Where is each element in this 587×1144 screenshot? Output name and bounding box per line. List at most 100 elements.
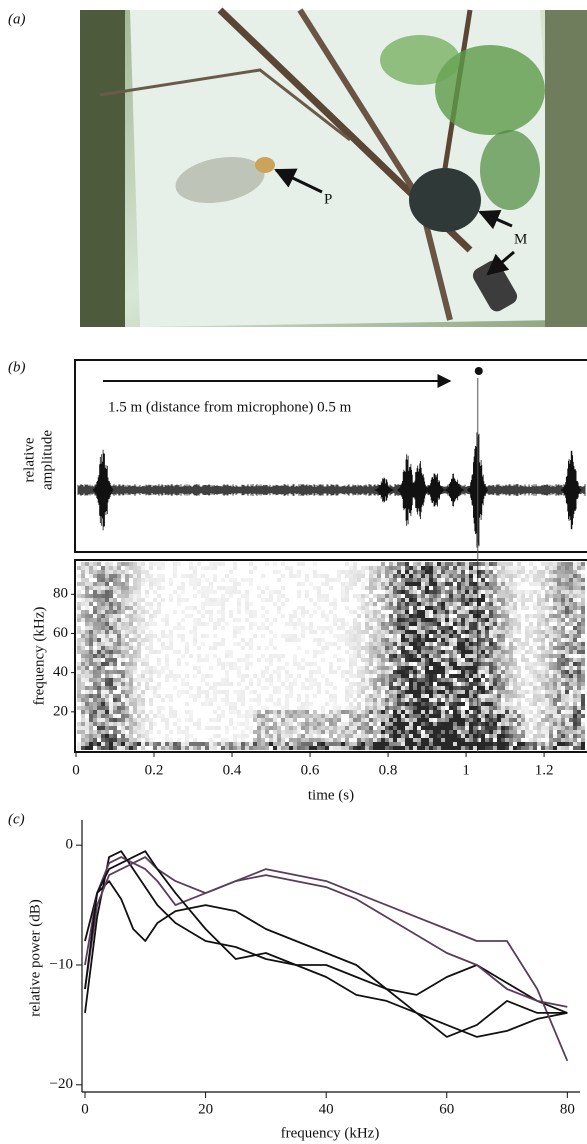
spectrogram-cell bbox=[281, 710, 285, 714]
spectrogram-cell bbox=[333, 618, 337, 622]
spectrogram-cell bbox=[137, 678, 141, 682]
spectrogram-cell bbox=[417, 662, 421, 666]
spectrogram-cell bbox=[529, 674, 533, 678]
spectrogram-cell bbox=[477, 634, 481, 638]
spectrogram-cell bbox=[337, 710, 341, 714]
spectrogram-cell bbox=[513, 690, 517, 694]
spectrogram-cell bbox=[437, 574, 441, 578]
spectrogram-cell bbox=[193, 566, 197, 570]
spectrogram-cell bbox=[453, 590, 457, 594]
spectrogram-cell bbox=[517, 638, 521, 642]
spectrogram-cell bbox=[113, 650, 117, 654]
spectrogram-cell bbox=[269, 698, 273, 702]
spectrogram-cell bbox=[273, 722, 277, 726]
spectrogram-cell bbox=[285, 670, 289, 674]
spectrogram-cell bbox=[261, 654, 265, 658]
spectrogram-cell bbox=[209, 602, 213, 606]
spectrogram-cell bbox=[517, 738, 521, 742]
spectrogram-cell bbox=[409, 670, 413, 674]
spectrogram-cell bbox=[309, 622, 313, 626]
spectrogram-cell bbox=[77, 690, 81, 694]
spectrogram-cell bbox=[553, 578, 557, 582]
spectrogram-cell bbox=[93, 622, 97, 626]
spectrogram-cell bbox=[297, 706, 301, 710]
spectrogram-cell bbox=[401, 606, 405, 610]
spectrogram-cell bbox=[305, 578, 309, 582]
spectrogram-cell bbox=[433, 586, 437, 590]
spectrogram-cell bbox=[333, 602, 337, 606]
spectrogram-cell bbox=[517, 734, 521, 738]
spectrogram-cell bbox=[349, 734, 353, 738]
spectrogram-cell bbox=[277, 726, 281, 730]
spectrogram-cell bbox=[101, 598, 105, 602]
spectrogram-cell bbox=[93, 738, 97, 742]
spectrogram-cell bbox=[413, 566, 417, 570]
spectrogram-cell bbox=[181, 598, 185, 602]
spectrogram-cell bbox=[501, 714, 505, 718]
spectrogram-cell bbox=[433, 602, 437, 606]
spectrogram-cell bbox=[245, 598, 249, 602]
spectrogram-cell bbox=[401, 662, 405, 666]
spectrogram-cell bbox=[93, 630, 97, 634]
spectrogram-cell bbox=[201, 674, 205, 678]
spectrogram-cell bbox=[197, 658, 201, 662]
spectrogram-cell bbox=[441, 734, 445, 738]
spectrogram-cell bbox=[97, 658, 101, 662]
spectrogram-cell bbox=[265, 710, 269, 714]
spectrogram-cell bbox=[149, 614, 153, 618]
spectrogram-cell bbox=[89, 662, 93, 666]
spectrogram-cell bbox=[517, 566, 521, 570]
spectrogram-cell bbox=[469, 610, 473, 614]
spectrogram-cell bbox=[177, 746, 181, 750]
spectrogram-cell bbox=[573, 622, 577, 626]
spectrogram-cell bbox=[141, 734, 145, 738]
spectrogram-cell bbox=[269, 726, 273, 730]
spectrogram-cell bbox=[93, 582, 97, 586]
spectrogram-cell bbox=[85, 566, 89, 570]
spectrogram-cell bbox=[245, 718, 249, 722]
spectrogram-cell bbox=[405, 602, 409, 606]
spectrogram-cell bbox=[117, 710, 121, 714]
spectrogram-cell bbox=[273, 570, 277, 574]
spectrogram-cell bbox=[505, 734, 509, 738]
spectrogram-cell bbox=[145, 626, 149, 630]
spectrogram-cell bbox=[165, 662, 169, 666]
spectrogram-cell bbox=[373, 606, 377, 610]
spectrogram-cell bbox=[445, 666, 449, 670]
spectrogram-cell bbox=[473, 674, 477, 678]
spectrogram-cell bbox=[581, 574, 585, 578]
spectrogram-cell bbox=[417, 634, 421, 638]
spectrogram-cell bbox=[381, 646, 385, 650]
spectrogram-cell bbox=[201, 590, 205, 594]
spectrogram-cell bbox=[425, 658, 429, 662]
spectrogram-cell bbox=[149, 586, 153, 590]
spectrogram-cell bbox=[393, 598, 397, 602]
spectrogram-cell bbox=[373, 578, 377, 582]
spectrogram-cell bbox=[549, 702, 553, 706]
spectrogram-cell bbox=[469, 578, 473, 582]
spectrogram-cell bbox=[189, 562, 193, 566]
spectrogram-cell bbox=[553, 654, 557, 658]
spectrogram-cell bbox=[313, 718, 317, 722]
spectrogram-cell bbox=[413, 642, 417, 646]
spectrogram-cell bbox=[365, 578, 369, 582]
spectrogram-cell bbox=[129, 678, 133, 682]
spectrogram-cell bbox=[333, 670, 337, 674]
spectrogram-cell bbox=[493, 614, 497, 618]
spectrogram-cell bbox=[497, 682, 501, 686]
spectrogram-cell bbox=[417, 598, 421, 602]
spectrogram-cell bbox=[553, 618, 557, 622]
spectrogram-cell bbox=[417, 646, 421, 650]
spectrogram-cell bbox=[409, 686, 413, 690]
spectrogram-cell bbox=[249, 678, 253, 682]
spectrogram-cell bbox=[301, 610, 305, 614]
spectrogram-cell bbox=[521, 690, 525, 694]
spectrogram-cell bbox=[109, 726, 113, 730]
spectrogram-cell bbox=[157, 730, 161, 734]
spectrogram-cell bbox=[233, 626, 237, 630]
spectrogram-cell bbox=[445, 670, 449, 674]
spectrogram-cell bbox=[581, 738, 585, 742]
spectrogram-cell bbox=[437, 710, 441, 714]
spectrogram-cell bbox=[185, 738, 189, 742]
spectrogram-cell bbox=[413, 726, 417, 730]
